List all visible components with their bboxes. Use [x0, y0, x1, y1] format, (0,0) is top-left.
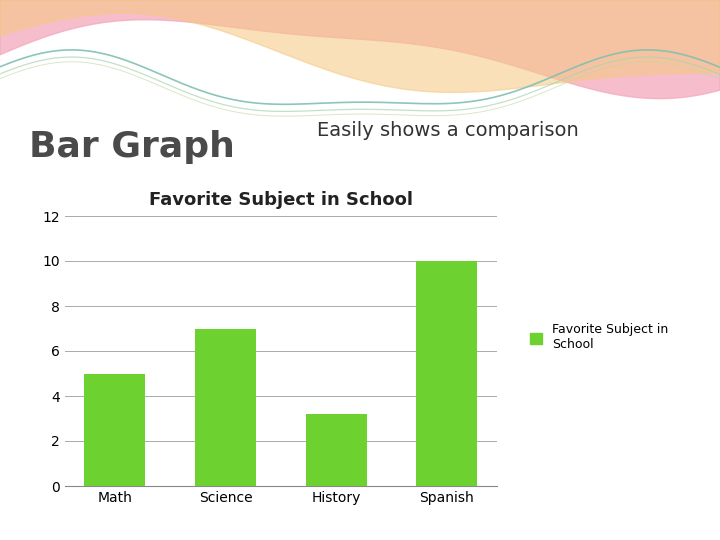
Text: Bar Graph: Bar Graph: [29, 130, 235, 164]
Bar: [84, 374, 145, 486]
Bar: [195, 328, 256, 486]
Text: Easily shows a comparison: Easily shows a comparison: [317, 122, 579, 140]
Title: Favorite Subject in School: Favorite Subject in School: [149, 191, 413, 209]
Legend: Favorite Subject in
School: Favorite Subject in School: [525, 319, 673, 356]
Bar: [416, 261, 477, 486]
Bar: [306, 414, 366, 486]
